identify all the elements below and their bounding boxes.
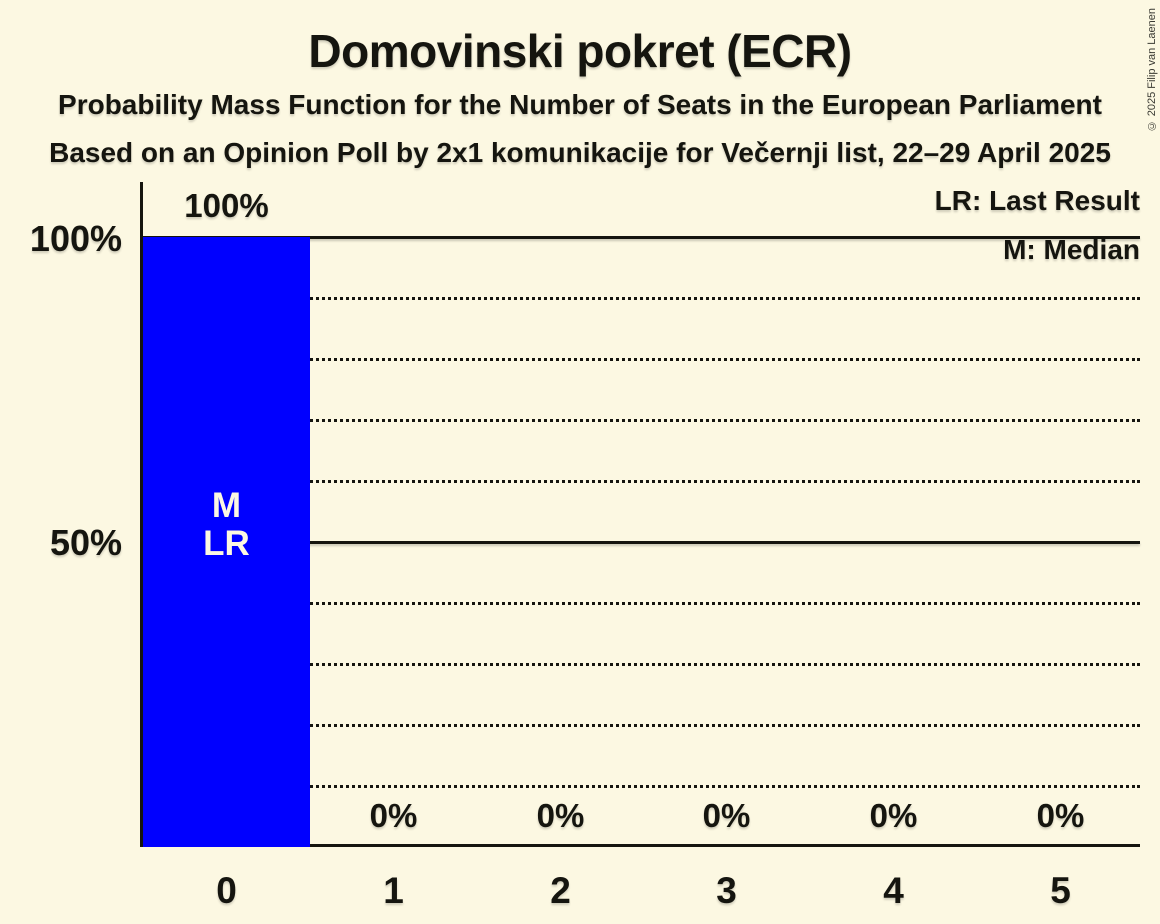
gridline-20pct: [143, 724, 1140, 727]
x-axis-label-1: 1: [383, 870, 404, 911]
chart-subtitle: Probability Mass Function for the Number…: [58, 89, 1102, 120]
gridline-80pct: [143, 358, 1140, 361]
legend-last-result: LR: Last Result: [934, 185, 1140, 216]
gridline-30pct: [143, 663, 1140, 666]
bar-annotation-group: M LR: [143, 487, 310, 563]
gridline-90pct: [143, 297, 1140, 300]
value-label-seats-0: 100%: [184, 187, 269, 224]
value-label-seats-4: 0%: [869, 797, 918, 834]
last-result-marker: LR: [203, 524, 250, 563]
x-axis-label-4: 4: [883, 870, 904, 911]
x-axis-label-0: 0: [216, 870, 237, 911]
gridline-70pct: [143, 419, 1140, 422]
gridline-40pct: [143, 602, 1140, 605]
y-axis-label-100: 100%: [29, 218, 122, 259]
copyright-notice: © 2025 Filip van Laenen: [1146, 8, 1158, 132]
y-axis-label-50: 50%: [49, 522, 122, 563]
plot-area: M LR 100% 0% 0% 0% 0% 0% 0 1 2 3 4 5: [140, 182, 1140, 909]
x-axis-label-3: 3: [716, 870, 737, 911]
value-label-seats-2: 0%: [536, 797, 585, 834]
chart-source-line: Based on an Opinion Poll by 2x1 komunika…: [49, 137, 1111, 168]
value-label-seats-3: 0%: [702, 797, 751, 834]
x-axis-label-5: 5: [1050, 870, 1071, 911]
gridline-10pct: [143, 785, 1140, 788]
median-marker: M: [211, 486, 242, 525]
bar-seats-0: [143, 237, 310, 847]
gridline-100pct: [143, 236, 1140, 239]
x-axis-label-2: 2: [550, 870, 571, 911]
gridline-60pct: [143, 480, 1140, 483]
gridline-50pct: [143, 541, 1140, 544]
legend-median: M: Median: [1003, 234, 1140, 265]
chart-title: Domovinski pokret (ECR): [308, 25, 852, 77]
value-label-seats-5: 0%: [1036, 797, 1085, 834]
value-label-seats-1: 0%: [369, 797, 418, 834]
